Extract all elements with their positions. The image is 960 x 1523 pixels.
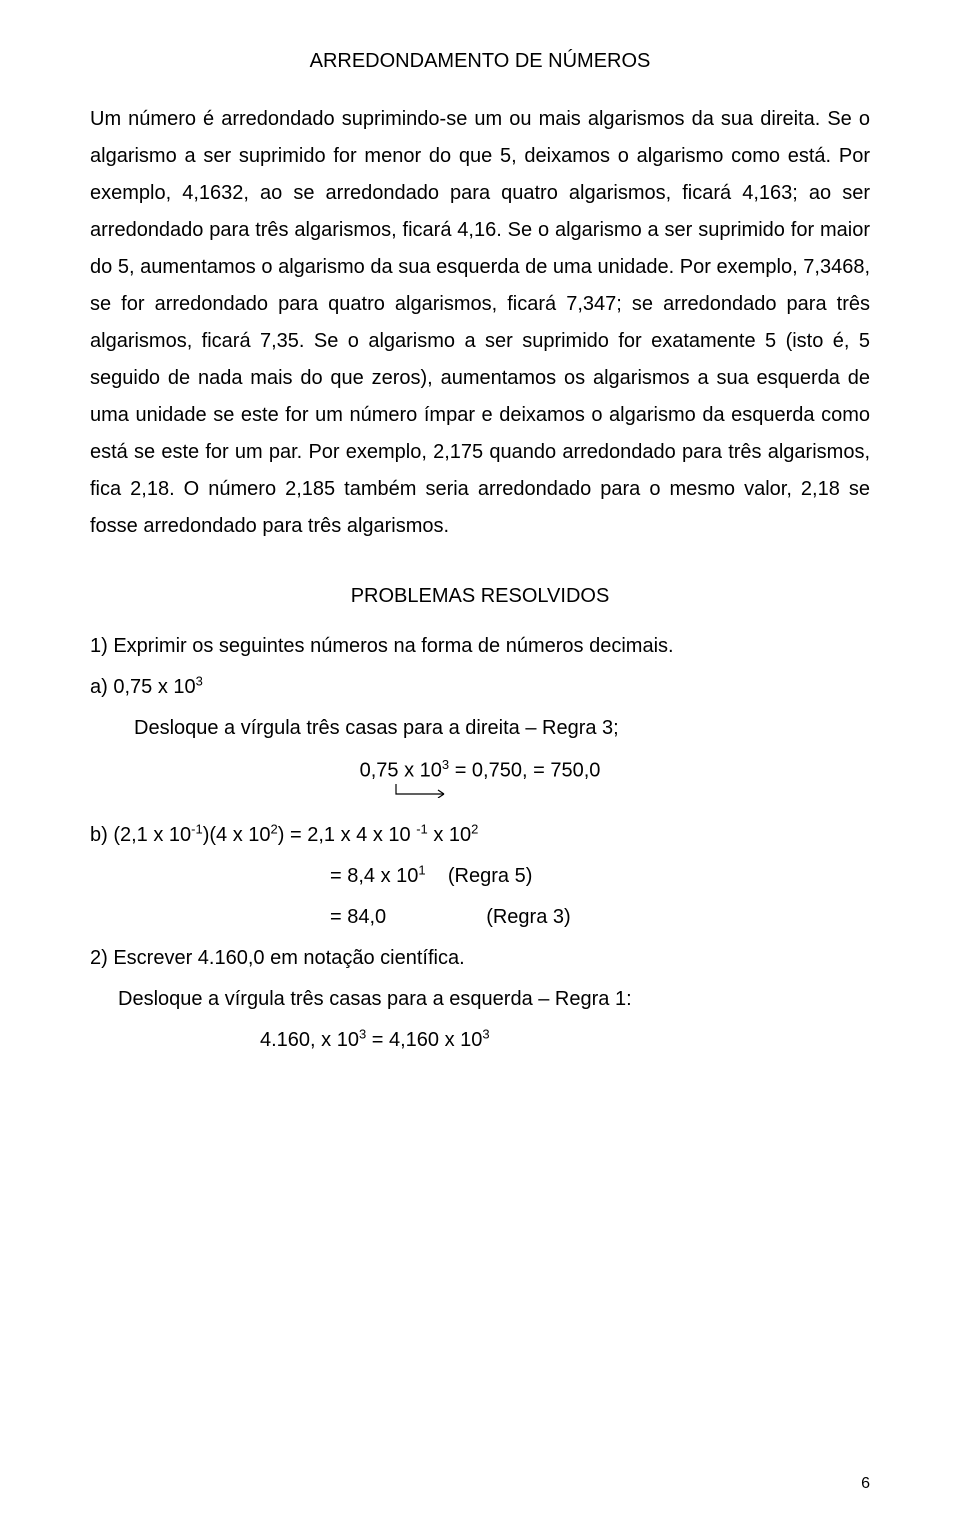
problem-2-equation: 4.160, x 103 = 4,160 x 103 (90, 1022, 870, 1059)
equation-text: 0,75 x 103 = 0,750, = 750,0 (360, 757, 601, 783)
pb-t3: ) = 2,1 x 4 x 10 (278, 824, 416, 846)
problem-1-label: 1) Exprimir os seguintes números na form… (90, 628, 870, 665)
arrow-icon (394, 781, 454, 797)
pb2-right: (Regra 5) (448, 865, 532, 887)
document-page: ARREDONDAMENTO DE NÚMEROS Um número é ar… (0, 0, 960, 1523)
problem-2-instruction: Desloque a vírgula três casas para a esq… (90, 981, 870, 1018)
page-title: ARREDONDAMENTO DE NÚMEROS (90, 50, 870, 73)
problem-1a-instruction: Desloque a vírgula três casas para a dir… (90, 710, 870, 747)
problem-1a-label: a) 0,75 x 103 (90, 669, 870, 706)
pb-t4: x 10 (428, 824, 471, 846)
pb-e1: -1 (191, 821, 203, 836)
pb2-left: = 8,4 x 10 (330, 865, 418, 887)
p2-eq-mid: = 4,160 x 10 (366, 1029, 482, 1051)
pb-t1: b) (2,1 x 10 (90, 824, 191, 846)
problem-1a-text: a) 0,75 x 10 (90, 676, 196, 698)
p2-eq-exp2: 3 (482, 1026, 489, 1041)
problem-b-line3: = 84,0 (Regra 3) (90, 899, 870, 936)
pb-e3: -1 (416, 821, 428, 836)
page-number: 6 (861, 1475, 870, 1493)
pb3-left: = 84,0 (330, 906, 386, 928)
problem-1a-equation: 0,75 x 103 = 0,750, = 750,0 (90, 757, 870, 783)
problem-b-line1: b) (2,1 x 10-1)(4 x 102) = 2,1 x 4 x 10 … (90, 817, 870, 854)
pb-t2: )(4 x 10 (203, 824, 271, 846)
problem-1a-exp: 3 (196, 673, 203, 688)
pb-e4: 2 (471, 821, 478, 836)
problem-2-label: 2) Escrever 4.160,0 em notação científic… (90, 940, 870, 977)
pb-e2: 2 (271, 821, 278, 836)
section-heading: PROBLEMAS RESOLVIDOS (90, 585, 870, 608)
problem-b-line2: = 8,4 x 101 (Regra 5) (90, 858, 870, 895)
body-paragraph: Um número é arredondado suprimindo-se um… (90, 101, 870, 545)
pb2-exp: 1 (418, 862, 425, 877)
eq-left: 0,75 x 10 (360, 760, 442, 782)
p2-eq-left: 4.160, x 10 (260, 1029, 359, 1051)
pb3-right: (Regra 3) (486, 906, 570, 928)
eq-right: = 0,750, = 750,0 (449, 760, 600, 782)
